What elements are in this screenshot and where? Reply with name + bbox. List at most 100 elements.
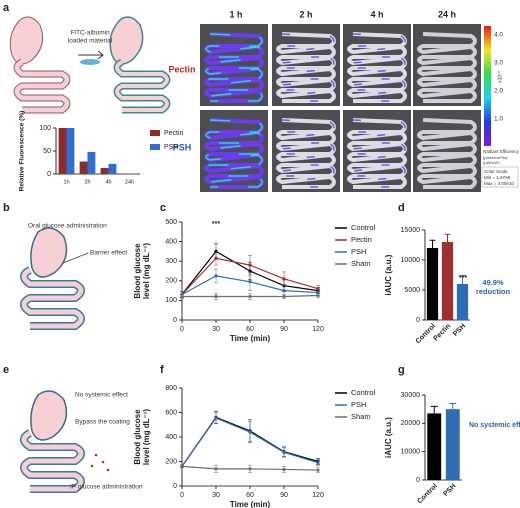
bar (79, 161, 88, 174)
column-label: 1 h (229, 9, 242, 19)
panel-label: b (3, 202, 10, 214)
y-tick-label: 100 (165, 297, 177, 304)
gut-illustration (9, 16, 171, 114)
legend-label: Pectin (351, 235, 372, 244)
panel-label: f (160, 364, 164, 376)
legend-label: PSH (351, 400, 366, 409)
x-tick-label: Control (416, 483, 439, 506)
point (214, 467, 218, 471)
bar (456, 284, 469, 320)
y-tick-label: 10000 (401, 449, 421, 456)
colorbar-label: 1.0 (494, 116, 503, 123)
annotation: loaded material (68, 38, 113, 45)
colorbar-label: 4.0 (494, 32, 503, 39)
colorbar-label: 2.0 (494, 88, 503, 95)
point (282, 450, 286, 454)
colorbar-title: (μW/cm²) (483, 160, 500, 165)
scale-text: Min = 1.97e8 (484, 175, 511, 180)
column-label: 4 h (370, 9, 383, 19)
error-bar (459, 275, 466, 284)
column-label: 24 h (438, 9, 456, 19)
legend-label: Pectin (164, 130, 184, 137)
x-tick-label: 60 (246, 326, 254, 333)
annotation: No systemic effect (469, 422, 520, 429)
x-tick-label: 2h (84, 179, 90, 185)
colorbar (484, 26, 491, 146)
point (248, 263, 252, 267)
y-axis-label: Blood glucose (133, 409, 142, 465)
bar (441, 242, 454, 320)
annotation: No systemic effect (75, 392, 128, 399)
legend-label: Sham (351, 412, 371, 421)
panel-label: e (3, 364, 9, 376)
y-tick-label: 10000 (401, 257, 421, 264)
gut-illustration (20, 227, 110, 493)
x-tick-label: PSH (442, 483, 457, 498)
scale-text: Color Scale (484, 169, 508, 174)
y-tick-label: 0 (173, 483, 177, 490)
intestine-signal (417, 118, 477, 189)
point (282, 277, 286, 281)
colorbar-title: (p/sec/cm²/sr) (483, 155, 508, 160)
annotation: *** (459, 275, 467, 282)
x-tick-label: 30 (212, 492, 220, 499)
intestine-signal (205, 119, 263, 188)
x-tick-label: 120 (312, 326, 324, 333)
y-axis-label: Blood glucose (133, 243, 142, 299)
legend-label: PSH (351, 247, 366, 256)
x-tick-label: 90 (280, 492, 288, 499)
x-tick-label: Control (415, 323, 438, 346)
point (282, 289, 286, 293)
x-tick-label: PSH (452, 323, 467, 338)
y-tick-label: 0 (416, 317, 420, 324)
y-axis-label: level (mg dL⁻¹) (142, 243, 151, 300)
annotation: Barrier effect (90, 250, 127, 257)
colorbar-label: 3.0 (494, 60, 503, 67)
bar (58, 128, 67, 174)
point (248, 294, 252, 299)
bar (426, 248, 439, 320)
panel-label: c (160, 202, 166, 214)
column-label: 2 h (299, 9, 312, 19)
point (316, 468, 320, 472)
legend-label: PSH (164, 144, 178, 151)
panel-label: d (398, 202, 405, 214)
y-tick-label: 0 (173, 317, 177, 324)
point (214, 256, 218, 260)
x-tick-label: 1h (63, 179, 69, 185)
annotation: *** (212, 221, 220, 228)
point (248, 280, 252, 284)
annotation: IP glucose administration (70, 484, 143, 491)
y-tick-label: 20000 (401, 420, 421, 427)
y-tick-label: 600 (165, 409, 177, 416)
y-axis-label: Relative Fluorescence (%) (19, 111, 26, 192)
row-label: Pectin (168, 64, 195, 74)
point (248, 430, 252, 434)
y-tick-label: 300 (165, 258, 177, 265)
y-tick-label: 800 (165, 385, 177, 392)
x-tick-label: 4h (105, 179, 111, 185)
x-axis-label: Time (min) (230, 334, 271, 343)
legend-swatch (150, 130, 160, 136)
fluorescence-images (200, 24, 481, 192)
point (282, 467, 286, 472)
point (180, 294, 184, 299)
error-bar (430, 405, 438, 414)
panel-label: g (398, 364, 405, 376)
colorbar-title: Radiant Efficiency (483, 149, 520, 154)
bar (427, 413, 442, 480)
y-tick-label: 200 (165, 458, 177, 465)
panel-label: a (3, 2, 10, 14)
y-tick-label: 400 (165, 238, 177, 245)
annotation: reduction (476, 287, 511, 296)
annotation: Bypass the coating (75, 419, 130, 426)
x-axis-label: Time (min) (230, 500, 271, 508)
y-axis-label: iAUC (a.u.) (384, 417, 393, 458)
point (214, 274, 218, 278)
x-tick-label: Pectin (432, 323, 452, 343)
error-bar (429, 239, 436, 248)
y-tick-label: 15000 (401, 227, 421, 234)
bar (100, 168, 109, 174)
point (316, 461, 320, 465)
